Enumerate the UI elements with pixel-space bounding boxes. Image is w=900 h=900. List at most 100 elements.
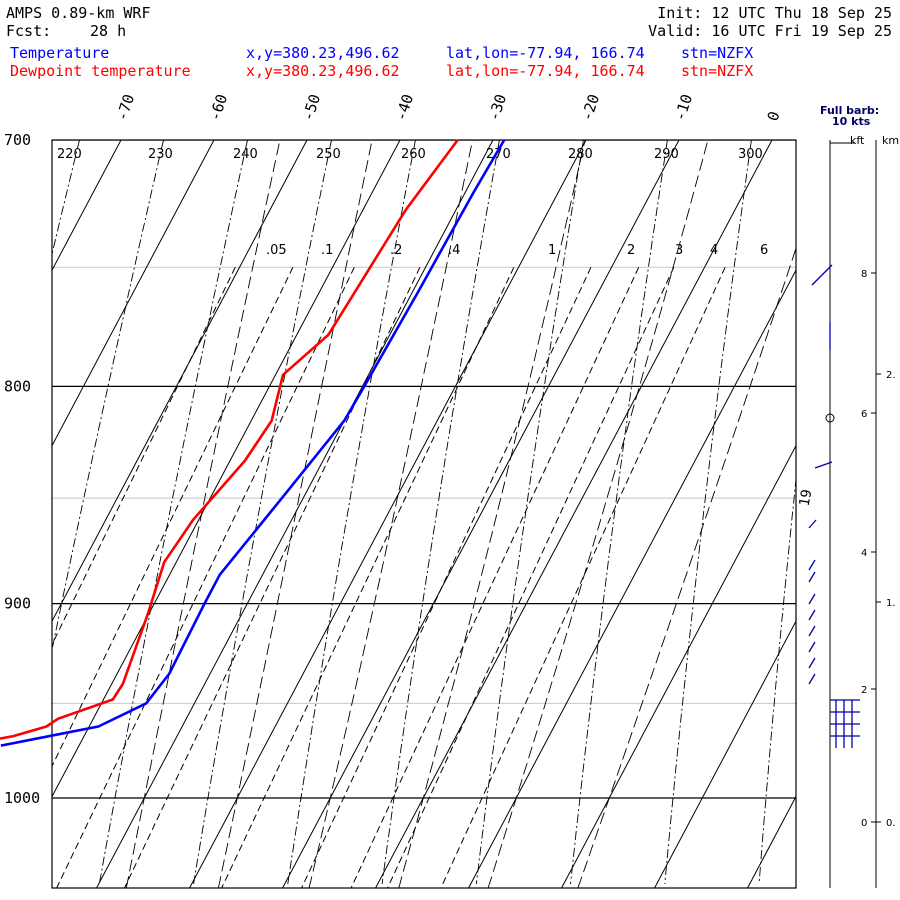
isotherm-line <box>375 140 773 888</box>
legend-temperature-stn: stn=NZFX <box>681 44 754 62</box>
legend-temperature-name: Temperature <box>10 44 110 62</box>
wind-barb <box>808 609 816 621</box>
dry-adiabat-line <box>98 140 248 885</box>
dry-adiabat-label: 300 <box>738 147 763 162</box>
dry-adiabat-line <box>664 140 752 885</box>
mixing-ratio-label: .2 <box>390 243 402 258</box>
isotherm-line <box>654 620 796 888</box>
isotherm-line <box>189 140 587 888</box>
header-init: Init: 12 UTC Thu 18 Sep 25 <box>657 4 892 22</box>
wind-barb <box>808 673 816 685</box>
pressure-tick-label: 800 <box>4 377 31 395</box>
calm-wind-circle <box>825 413 835 423</box>
header-valid: Valid: 16 UTC Fri 19 Sep 25 <box>648 22 892 40</box>
isotherm-line <box>96 140 494 888</box>
isotherm-line <box>561 444 796 888</box>
dry-adiabat-line <box>381 140 500 885</box>
dry-adiabat-label: 280 <box>568 147 593 162</box>
km-tick-label: 1. <box>886 598 896 609</box>
mixing-ratio-line <box>52 267 236 646</box>
header-forecast-hours: 28 h <box>90 22 127 40</box>
dry-adiabat-label: 290 <box>654 147 679 162</box>
km-tick-label: 2. <box>886 370 896 381</box>
legend-temperature-xy: x,y=380.23,496.62 <box>246 44 400 62</box>
moist-adiabat-line <box>125 140 281 888</box>
isotherm-tick-label: -40 <box>392 92 417 123</box>
km-tick-label: 0. <box>886 818 896 829</box>
isotherm-tick-label: -10 <box>671 92 696 123</box>
mixing-ratio-line <box>56 267 355 888</box>
plot-area <box>0 140 900 888</box>
dry-adiabat-line <box>52 140 80 256</box>
wind-panel-kft-label: kft <box>850 134 865 147</box>
isotherm-tick-label: -20 <box>578 92 603 123</box>
wind-barb <box>808 559 816 571</box>
wind-barb <box>808 571 816 583</box>
wind-barb <box>808 593 816 605</box>
temperature-profile-line <box>0 139 506 747</box>
mixing-ratio-line <box>301 267 592 888</box>
plot-frame <box>51 139 797 889</box>
moist-adiabat-line <box>577 246 796 888</box>
wind-panel-title-line1: Full barb: <box>820 104 880 117</box>
mixing-ratio-line <box>440 267 726 888</box>
wind-barb <box>808 657 816 669</box>
kft-tick-label: 2 <box>861 685 867 696</box>
isotherm-tick-label: 0 <box>764 109 784 123</box>
mixing-ratio-line <box>124 267 421 888</box>
kft-tick-label: 6 <box>861 409 867 420</box>
isotherm-line <box>52 140 308 623</box>
moist-adiabat-line <box>487 140 709 888</box>
legend-dewpoint-name: Dewpoint temperature <box>10 62 191 80</box>
header-title: AMPS 0.89-km WRF <box>6 4 151 22</box>
dry-adiabat-line <box>853 140 900 884</box>
isotherm-line <box>468 269 796 888</box>
wind-panel-km-label: km <box>882 134 900 147</box>
mixing-ratio-label: 2 <box>627 243 635 258</box>
isotherm-line <box>282 140 680 888</box>
wind-panel-title-line2: 10 kts <box>832 115 871 128</box>
mixing-ratio-line <box>221 267 515 888</box>
kft-tick-label: 8 <box>861 269 867 280</box>
isotherm-tick-label: -60 <box>206 92 231 123</box>
mixing-ratio-label: 6 <box>760 243 768 258</box>
isotherm-tick-label: -70 <box>113 92 138 123</box>
wind-panel-marker: 19 <box>797 488 816 507</box>
mixing-ratio-label: .05 <box>266 243 287 258</box>
legend-dewpoint-stn: stn=NZFX <box>681 62 754 80</box>
legend-dewpoint-xy: x,y=380.23,496.62 <box>246 62 400 80</box>
header-forecast-label: Fcst: <box>6 22 52 40</box>
isotherm-tick-label: -30 <box>485 92 510 123</box>
pressure-tick-label: 1000 <box>4 789 40 807</box>
moist-adiabat-line <box>217 140 373 888</box>
wind-barb <box>811 264 833 286</box>
isotherm-line <box>747 795 796 888</box>
dry-adiabat-label: 220 <box>57 147 82 162</box>
isotherm-line <box>52 140 122 272</box>
isotherm-line <box>0 140 28 888</box>
mixing-ratio-line <box>350 267 640 888</box>
mixing-ratio-label: .4 <box>448 243 460 258</box>
moist-adiabat-line <box>308 140 474 888</box>
kft-tick-label: 4 <box>861 548 867 559</box>
dry-adiabat-line <box>287 140 416 885</box>
dry-adiabat-line <box>52 140 164 652</box>
dry-adiabat-label: 240 <box>233 147 258 162</box>
legend-temperature-latlon: lat,lon=-77.94, 166.74 <box>446 44 645 62</box>
legend-dewpoint-latlon: lat,lon=-77.94, 166.74 <box>446 62 645 80</box>
pressure-tick-label: 700 <box>4 131 31 149</box>
pressure-tick-label: 900 <box>4 595 31 613</box>
isotherm-tick-label: -50 <box>299 92 324 123</box>
dewpoint-profile-line <box>0 139 459 740</box>
dry-adiabat-line <box>193 140 332 885</box>
mixing-ratio-label: 4 <box>710 243 718 258</box>
kft-tick-label: 0 <box>861 818 867 829</box>
dry-adiabat-label: 260 <box>401 147 426 162</box>
wind-barb <box>808 625 816 637</box>
mixing-ratio-label: 1 <box>548 243 556 258</box>
dry-adiabat-line <box>570 140 668 885</box>
wind-barb <box>808 519 817 529</box>
wind-barb <box>814 461 833 469</box>
dry-adiabat-line <box>758 475 796 885</box>
